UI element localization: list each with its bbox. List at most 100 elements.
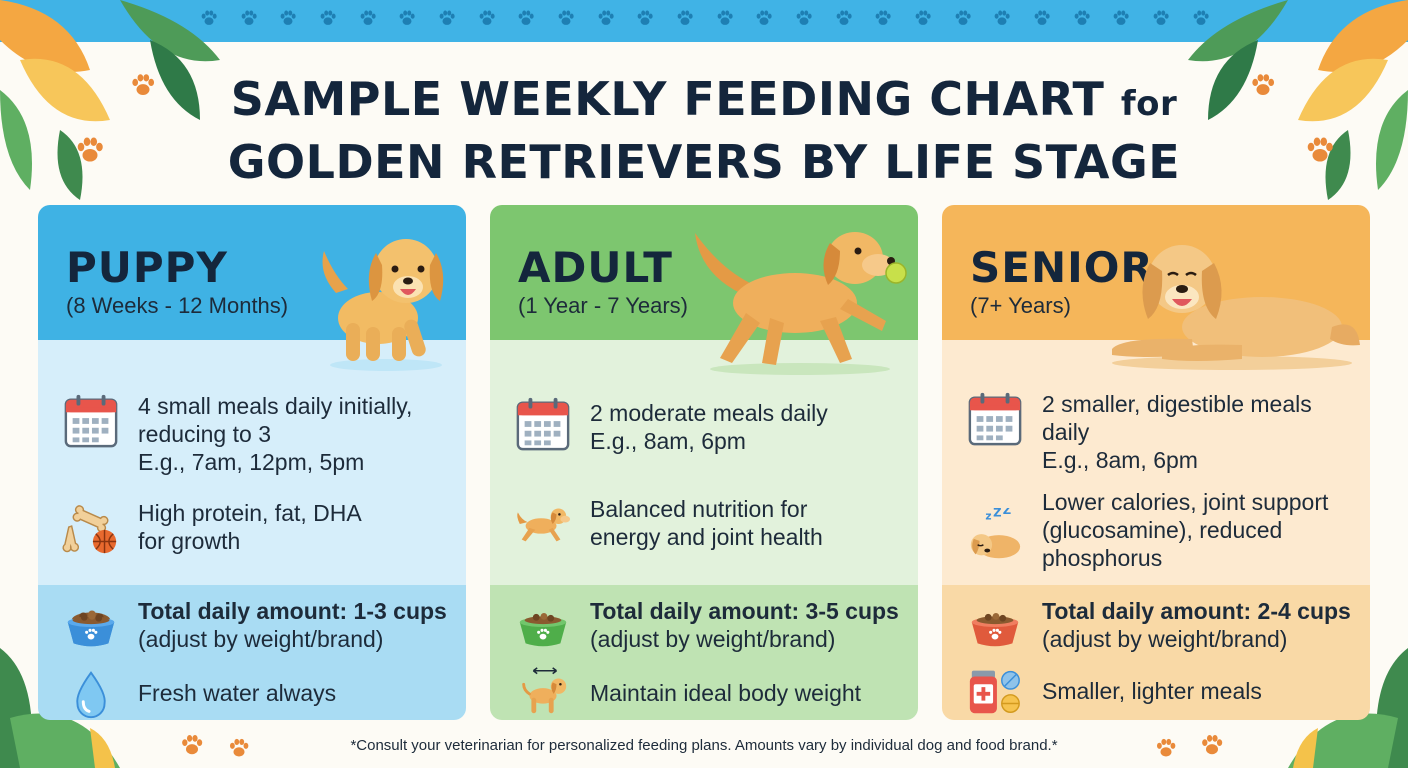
stage-title: ADULT <box>518 243 673 292</box>
schedule-text: reducing to 3 <box>138 421 271 447</box>
schedule-text: 2 smaller, digestible meals <box>1042 391 1312 417</box>
leaves-bottom-left-decoration <box>0 648 120 768</box>
nutrition-text: (glucosamine), reduced <box>1042 517 1283 543</box>
paw-icon <box>676 9 694 27</box>
paw-icon <box>359 9 377 27</box>
paw-icon <box>795 9 813 27</box>
stage-title: PUPPY <box>66 243 228 292</box>
leaves-top-right-decoration <box>1188 0 1408 200</box>
leaves-top-left-decoration <box>0 0 220 200</box>
stage-age-range: (8 Weeks - 12 Months) <box>66 293 289 318</box>
title-line-2: GOLDEN RETRIEVERS BY LIFE STAGE <box>227 135 1181 189</box>
food-bowl-icon <box>971 612 1019 647</box>
calendar-icon <box>966 390 1024 448</box>
paw-icon <box>517 9 535 27</box>
nutrition-text: Lower calories, joint support <box>1042 489 1329 515</box>
daily-amount-text: Total daily amount: 2-4 cups <box>1042 598 1351 624</box>
adult-card-footer <box>490 585 918 720</box>
daily-amount-text: Total daily amount: 3-5 cups <box>590 598 899 624</box>
nutrition-row: z Z Z Lower calories, joint support (glu… <box>966 488 1328 572</box>
nutrition-text: High protein, fat, DHA <box>138 500 362 526</box>
paw-icon <box>1152 9 1170 27</box>
leaves-bottom-right-decoration <box>1288 648 1408 768</box>
extra-tip-text: Fresh water always <box>138 680 337 706</box>
paw-icon <box>954 9 972 27</box>
daily-amount-row: Total daily amount: 2-4 cups (adjust by … <box>966 597 1351 655</box>
footnote: *Consult your veterinarian for personali… <box>350 737 1058 754</box>
daily-amount-text: Total daily amount: 1-3 cups <box>138 598 447 624</box>
nutrition-text: phosphorus <box>1042 545 1163 571</box>
paw-icon <box>1033 9 1051 27</box>
puppy-card: PUPPY (8 Weeks - 12 Months) 4 small meal… <box>38 205 466 720</box>
paw-icon <box>240 9 258 27</box>
nutrition-text: energy and joint health <box>590 524 823 550</box>
paw-icon <box>478 9 496 27</box>
sleeping-dog-icon: z Z Z <box>970 508 1021 559</box>
schedule-example-text: E.g., 8am, 6pm <box>590 428 746 454</box>
feeding-schedule-row: 4 small meals daily initially, reducing … <box>62 392 412 476</box>
stage-title: SENIOR <box>970 243 1154 292</box>
adult-card: ADULT (1 Year - 7 Years) 2 moderate meal… <box>490 205 918 720</box>
schedule-text: 2 moderate meals daily <box>590 400 828 426</box>
paw-icon <box>438 9 456 27</box>
nutrition-text: Balanced nutrition for <box>590 496 808 522</box>
senior-dog-illustration <box>1112 245 1360 370</box>
paw-icon <box>557 9 575 27</box>
schedule-example-text: E.g., 8am, 6pm <box>1042 447 1198 473</box>
nutrition-row: High protein, fat, DHA for growth <box>62 499 362 557</box>
adult-card-body <box>490 340 918 585</box>
title-main-text: SAMPLE WEEKLY FEEDING CHART <box>230 72 1105 126</box>
paw-icon <box>835 9 853 27</box>
title-small-text: for <box>1120 84 1178 124</box>
adult-dog-illustration <box>695 232 907 375</box>
title-line-1: SAMPLE WEEKLY FEEDING CHART for <box>0 70 1408 133</box>
paw-icon <box>1112 9 1130 27</box>
extra-tip-text: Maintain ideal body weight <box>590 680 862 706</box>
daily-amount-note: (adjust by weight/brand) <box>138 626 384 652</box>
nutrition-text: for growth <box>138 528 241 554</box>
puppy-card-footer <box>38 585 466 720</box>
water-drop-icon <box>76 671 106 719</box>
extra-tip-text: Smaller, lighter meals <box>1042 678 1262 704</box>
paw-icon <box>319 9 337 27</box>
paw-icon <box>755 9 773 27</box>
daily-amount-row: Total daily amount: 3-5 cups (adjust by … <box>514 597 899 655</box>
top-banner <box>0 0 1408 42</box>
daily-amount-note: (adjust by weight/brand) <box>1042 626 1288 652</box>
paw-icon <box>279 9 297 27</box>
food-bowl-icon <box>519 612 567 647</box>
stage-age-range: (1 Year - 7 Years) <box>518 293 689 318</box>
calendar-icon <box>62 392 120 450</box>
stage-age-range: (7+ Years) <box>970 293 1071 318</box>
bones-and-ball-icon <box>62 505 117 554</box>
extra-tip-row: Smaller, lighter meals <box>966 661 1262 719</box>
senior-card: SENIOR (7+ Years) 2 smaller, digestible … <box>942 205 1370 720</box>
schedule-example-text: E.g., 7am, 12pm, 5pm <box>138 449 365 475</box>
paw-icon <box>636 9 654 27</box>
feeding-schedule-row: 2 moderate meals daily E.g., 8am, 6pm <box>514 395 828 455</box>
daily-amount-row: Total daily amount: 1-3 cups (adjust by … <box>62 597 447 655</box>
puppy-illustration <box>322 239 444 371</box>
food-bowl-icon <box>67 597 115 647</box>
calendar-icon <box>514 395 572 453</box>
extra-tip-row: Fresh water always <box>62 665 336 720</box>
dog-weight-icon <box>522 667 567 714</box>
paw-icon <box>874 9 892 27</box>
nutrition-row: Balanced nutrition for energy and joint … <box>514 495 823 553</box>
svg-text:Z: Z <box>993 508 1001 520</box>
svg-text:Z: Z <box>1003 508 1011 517</box>
running-dog-icon <box>517 508 571 542</box>
page-title: SAMPLE WEEKLY FEEDING CHART for GOLDEN R… <box>0 70 1408 191</box>
daily-amount-note: (adjust by weight/brand) <box>590 626 836 652</box>
schedule-text: 4 small meals daily initially, <box>138 393 413 419</box>
paw-icon <box>1073 9 1091 27</box>
paw-icon <box>398 9 416 27</box>
paw-icon <box>597 9 615 27</box>
paw-icon <box>716 9 734 27</box>
feeding-schedule-row: 2 smaller, digestible meals daily E.g., … <box>966 390 1312 474</box>
svg-text:z: z <box>985 510 991 523</box>
paw-icon <box>993 9 1011 27</box>
schedule-text: daily <box>1042 419 1090 445</box>
paw-icon <box>914 9 932 27</box>
extra-tip-row: Maintain ideal body weight <box>514 663 861 720</box>
